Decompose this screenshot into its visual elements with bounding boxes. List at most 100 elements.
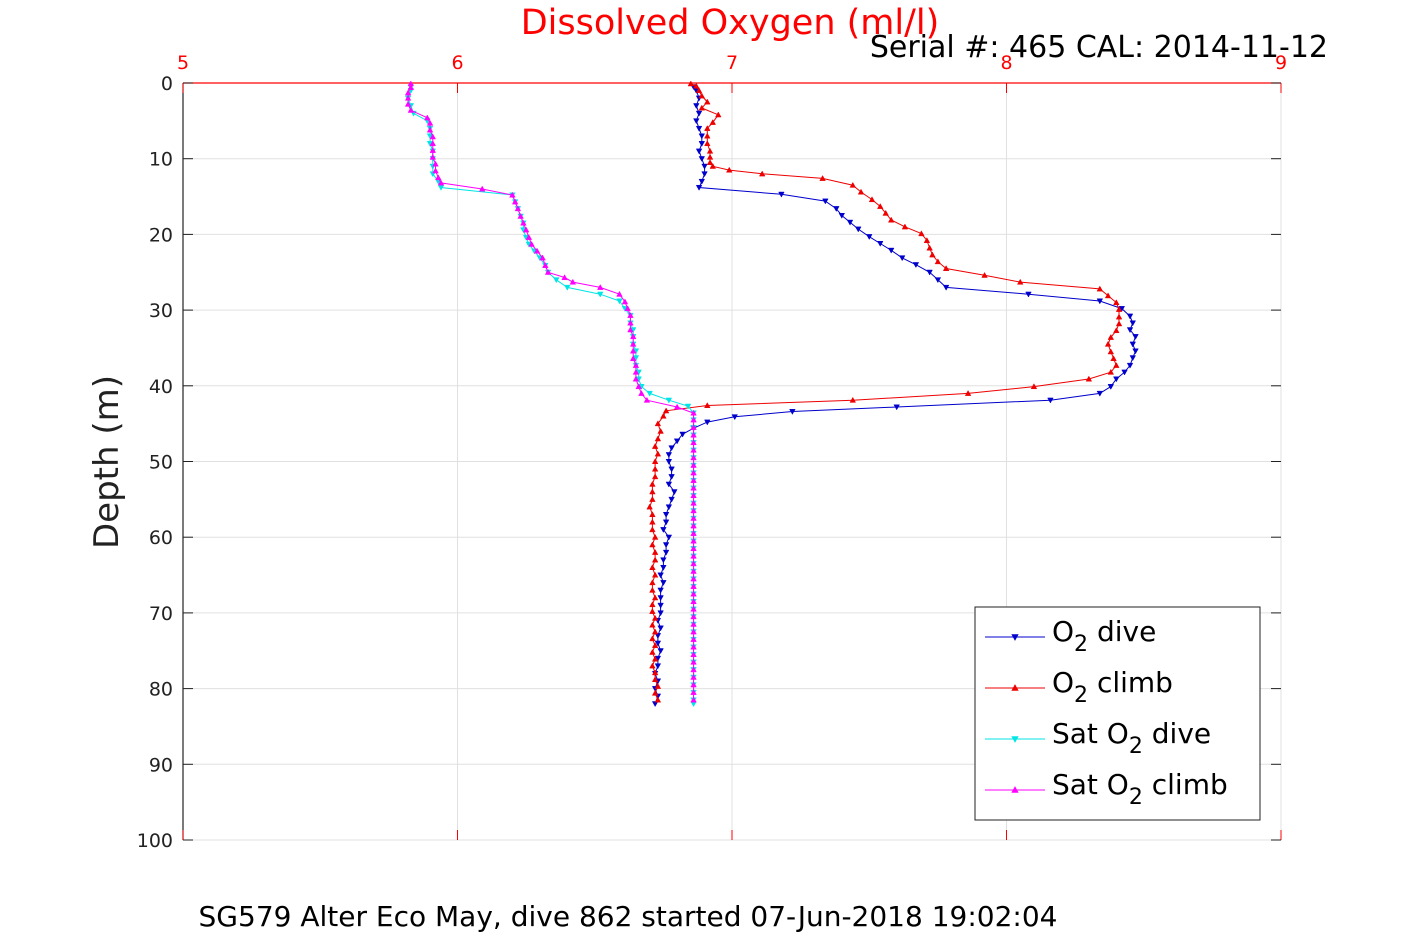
data-point (690, 590, 697, 597)
data-point (706, 153, 714, 160)
series-sat_climb (404, 80, 697, 703)
data-point (1126, 313, 1134, 320)
data-point (649, 608, 656, 614)
data-point (429, 147, 437, 153)
data-point (651, 642, 659, 648)
data-point (651, 655, 659, 662)
data-point (704, 419, 711, 426)
data-point (668, 474, 675, 480)
data-point (1016, 278, 1024, 285)
data-point (1107, 368, 1115, 375)
data-point (693, 82, 700, 89)
data-point (701, 163, 708, 170)
data-point (778, 191, 785, 198)
legend-label: Sat O2 climb (1052, 768, 1228, 810)
data-point (709, 119, 717, 125)
data-point (690, 446, 697, 453)
data-point (627, 326, 634, 333)
data-point (1126, 362, 1134, 369)
data-point (404, 89, 412, 96)
data-point (789, 409, 796, 415)
data-point (407, 80, 415, 87)
data-point (690, 605, 697, 612)
data-point (649, 480, 656, 487)
data-point (654, 683, 662, 689)
data-point (690, 477, 697, 483)
data-point (657, 610, 664, 617)
data-point (533, 247, 541, 254)
data-point (654, 633, 662, 639)
data-point (706, 159, 714, 165)
data-point (651, 676, 659, 683)
data-point (690, 522, 697, 529)
data-point (690, 537, 697, 544)
data-point (901, 223, 909, 230)
data-point (621, 298, 629, 305)
data-point (429, 133, 437, 140)
data-point (1104, 340, 1112, 347)
data-point (437, 179, 445, 186)
data-point (690, 484, 697, 491)
data-point (1132, 348, 1139, 355)
data-point (819, 175, 826, 181)
data-point (690, 552, 697, 559)
data-point (651, 669, 659, 676)
data-point (1110, 355, 1117, 362)
data-point (649, 518, 656, 525)
data-point (698, 178, 706, 185)
data-point (690, 439, 697, 446)
data-point (701, 171, 708, 178)
y-tick-label: 70 (149, 603, 173, 625)
data-point (846, 219, 854, 226)
data-point (404, 100, 412, 107)
data-point (690, 666, 697, 673)
y-ticks: 0 10 20 30 40 50 60 70 80 90 100 (137, 73, 1281, 852)
data-point (695, 148, 703, 155)
data-point (1096, 390, 1104, 397)
data-point (964, 390, 972, 396)
data-point (690, 416, 697, 423)
data-point (1047, 397, 1054, 404)
data-point (698, 156, 706, 163)
data-point (569, 278, 577, 285)
data-point (632, 375, 640, 382)
data-point (561, 274, 568, 281)
data-point (690, 567, 697, 574)
data-point (926, 244, 933, 251)
legend-item-sat_dive: Sat O2 dive (985, 717, 1211, 759)
data-point (407, 84, 415, 91)
data-point (1107, 384, 1115, 390)
data-point (649, 621, 656, 628)
data-point (942, 265, 950, 271)
data-point (651, 614, 659, 621)
data-point (649, 488, 656, 495)
data-point (539, 254, 546, 261)
data-point (673, 403, 681, 410)
legend-marker (1011, 736, 1019, 743)
legend-marker (1011, 684, 1019, 691)
data-point (432, 160, 439, 167)
data-point (542, 262, 549, 268)
data-point (646, 503, 653, 510)
x-tick-label: 8 (1000, 52, 1012, 74)
data-point (657, 648, 664, 655)
data-point (629, 355, 637, 362)
data-point (553, 277, 560, 284)
legend: O2 dive O2 climb Sat O2 dive Sat O2 climb (974, 606, 1261, 821)
data-point (866, 234, 873, 240)
data-point (690, 681, 697, 688)
data-point (632, 368, 640, 375)
data-point (649, 601, 656, 608)
legend-label: O2 dive (1052, 615, 1156, 657)
data-point (849, 181, 857, 188)
data-point (934, 258, 942, 265)
data-point (893, 404, 900, 411)
data-point (1104, 292, 1112, 299)
data-point (690, 507, 697, 514)
data-point (426, 119, 434, 126)
data-point (690, 409, 697, 416)
data-point (649, 496, 656, 502)
data-point (695, 110, 703, 117)
data-point (690, 620, 697, 627)
data-point (424, 114, 431, 121)
